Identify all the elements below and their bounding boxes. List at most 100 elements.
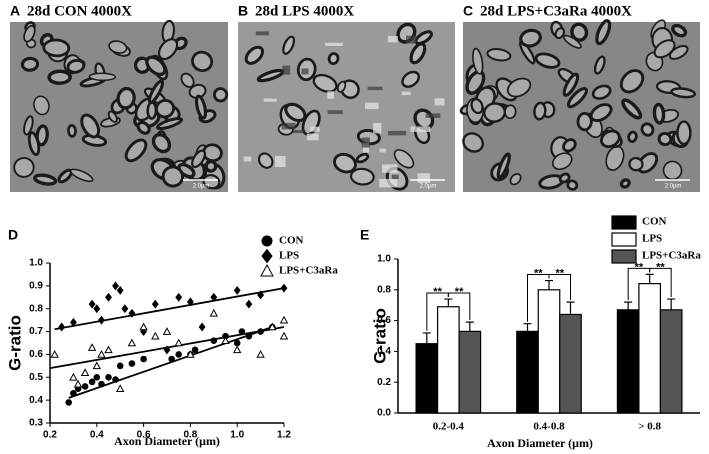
axon: [244, 45, 265, 65]
bar: [616, 309, 640, 414]
y-tick-label: 0.4: [29, 395, 43, 406]
panel-letter: A: [10, 3, 20, 19]
legend-label: LPS: [642, 233, 662, 245]
axon: [27, 131, 41, 157]
error-bar: [645, 273, 654, 284]
legend-label: CON: [279, 235, 304, 247]
y-tick-label: 0.8: [377, 284, 391, 295]
debris: [379, 178, 398, 188]
y-axis-label: G-ratio: [5, 315, 24, 371]
scale-bar-label: 2.0μm: [665, 184, 682, 190]
micrograph: [459, 19, 700, 192]
axon: [504, 104, 517, 120]
panel-letter: B: [238, 3, 248, 19]
axon: [80, 113, 101, 139]
axon: [640, 122, 655, 137]
point: [104, 345, 113, 354]
axon: [151, 132, 172, 154]
significance-label: **: [656, 261, 665, 273]
point: [268, 322, 277, 331]
debris: [406, 35, 417, 44]
axon: [282, 35, 296, 55]
axon: [393, 149, 415, 169]
axon: [652, 102, 666, 125]
error-bar: [422, 332, 431, 344]
y-tick-label: 0.8: [29, 303, 43, 314]
significance-bracket: [649, 267, 672, 298]
debris: [365, 102, 379, 110]
debris: [434, 98, 445, 106]
point: [81, 383, 89, 390]
axon: [157, 38, 179, 61]
point: [93, 373, 101, 381]
point: [186, 350, 195, 358]
axon: [558, 172, 571, 184]
point: [186, 297, 194, 307]
point: [175, 351, 182, 358]
point: [245, 299, 253, 309]
point: [88, 299, 96, 309]
axon: [194, 94, 208, 120]
point: [168, 355, 175, 363]
point: [256, 350, 265, 358]
axon: [506, 77, 532, 98]
point: [98, 315, 105, 325]
point: [73, 379, 83, 388]
axon: [637, 152, 659, 174]
axon: [136, 120, 151, 135]
axon: [533, 101, 547, 121]
axon: [257, 152, 274, 169]
panel-title: 28d CON 4000X: [27, 3, 132, 19]
debris: [301, 68, 309, 75]
y-axis-label: G-ratio: [370, 308, 389, 364]
error-bar: [667, 298, 676, 310]
x-axis-label: Axon Diameter (μm): [487, 436, 593, 450]
axon: [69, 168, 94, 183]
point: [191, 346, 199, 354]
debris: [293, 130, 306, 134]
point: [221, 336, 230, 345]
debris: [361, 137, 370, 148]
axon: [628, 156, 644, 172]
point: [58, 322, 66, 332]
trend-line: [49, 326, 285, 370]
bar: [659, 309, 683, 414]
debris: [243, 156, 252, 162]
axon: [66, 58, 86, 74]
axon: [284, 102, 307, 123]
axon: [676, 120, 692, 146]
debris: [310, 126, 320, 132]
axon: [554, 27, 565, 40]
axon: [519, 28, 542, 48]
micrograph: [10, 19, 229, 192]
axon: [600, 129, 621, 149]
point: [198, 322, 206, 332]
point: [280, 283, 288, 293]
axon: [593, 55, 606, 75]
x-tick-label: 1.2: [277, 430, 291, 441]
point: [128, 308, 136, 318]
debris: [387, 36, 398, 43]
point: [116, 362, 124, 370]
axon: [146, 101, 158, 120]
point: [257, 290, 265, 300]
point: [116, 285, 124, 295]
point: [210, 292, 218, 302]
axon: [486, 48, 512, 62]
x-tick-label: 0.2: [43, 430, 57, 441]
legend-swatch: [611, 232, 637, 247]
panel-title: 28d LPS 4000X: [255, 3, 354, 19]
trend-line: [54, 287, 285, 331]
axon: [653, 39, 676, 59]
legend-label: LPS: [279, 250, 299, 262]
significance-label: **: [455, 286, 464, 298]
y-tick-label: 1.0: [29, 258, 43, 269]
y-tick-label: 0.0: [377, 408, 391, 419]
debris: [391, 174, 399, 180]
axon: [470, 98, 484, 115]
point: [69, 372, 78, 381]
debris: [327, 91, 334, 99]
point: [233, 285, 241, 295]
error-bar: [444, 298, 453, 307]
